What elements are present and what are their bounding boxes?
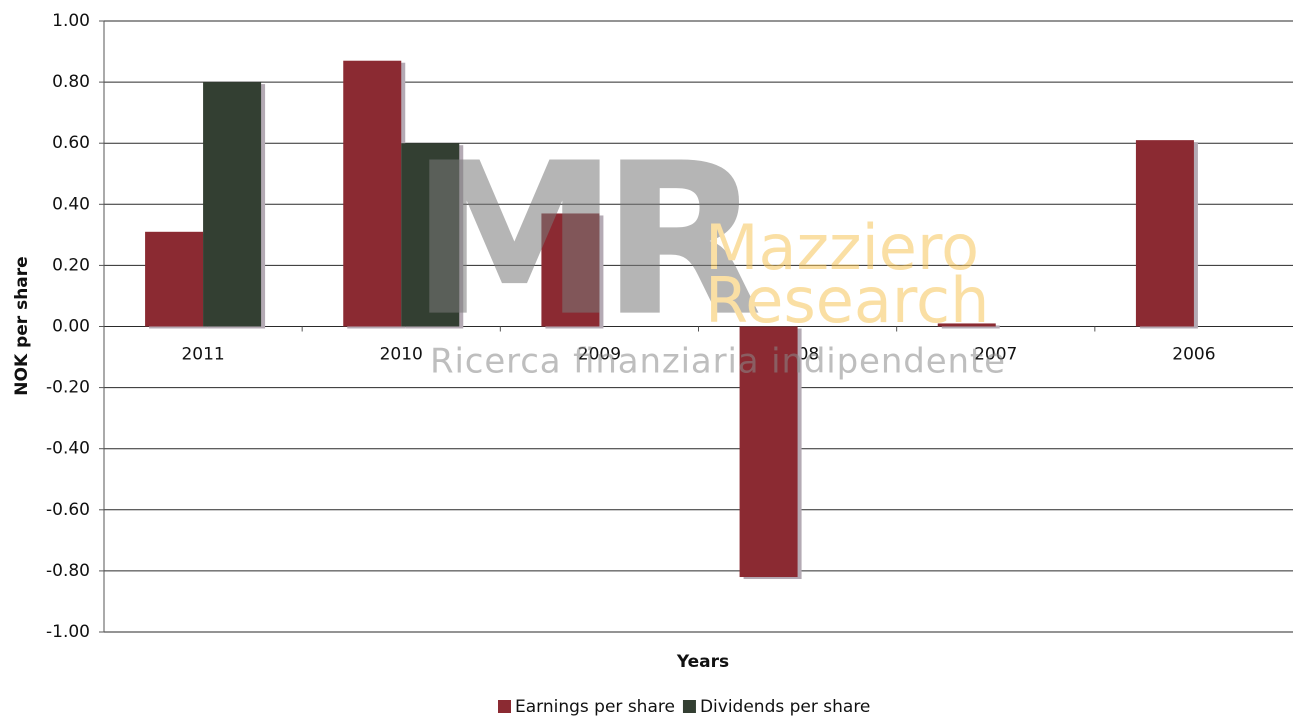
x-tick-label: 2006: [1172, 345, 1215, 365]
y-tick-label: 0.20: [52, 255, 90, 275]
watermark-logo: MR: [410, 118, 759, 363]
y-tick-label: -0.20: [46, 378, 90, 398]
y-tick-label: 0.00: [52, 317, 90, 337]
legend-swatch: [682, 700, 696, 713]
y-tick-label: -1.00: [46, 622, 90, 642]
watermark-tagline: Ricerca finanziaria indipendente: [430, 342, 1005, 382]
watermark-name: Research: [705, 264, 989, 337]
y-tick-label: -0.80: [46, 561, 90, 581]
bar: [739, 326, 798, 578]
bar: [343, 60, 402, 327]
y-tick-label: -0.60: [46, 500, 90, 520]
watermark-name: Mazziero: [705, 211, 979, 284]
x-tick-label: 2010: [380, 345, 423, 365]
legend-label: Earnings per share: [515, 697, 675, 717]
legend-swatch: [498, 700, 511, 713]
y-tick-label: 0.80: [52, 72, 90, 92]
bar: [541, 213, 600, 327]
y-tick-label: 1.00: [52, 11, 90, 31]
y-tick-label: 0.60: [52, 133, 90, 153]
y-tick-label: 0.40: [52, 194, 90, 214]
bar: [1135, 140, 1194, 327]
legend-label: Dividends per share: [700, 697, 870, 717]
y-axis-title: NOK per share: [12, 256, 32, 395]
x-axis-title: Years: [676, 652, 729, 672]
y-tick-label: -0.40: [46, 439, 90, 459]
x-tick-label: 2007: [974, 345, 1017, 365]
x-tick-label: 2009: [578, 345, 621, 365]
bar: [401, 143, 460, 327]
bar: [203, 82, 262, 327]
bar: [145, 231, 204, 327]
bar: [937, 323, 996, 327]
x-tick-label: 2011: [181, 345, 224, 365]
